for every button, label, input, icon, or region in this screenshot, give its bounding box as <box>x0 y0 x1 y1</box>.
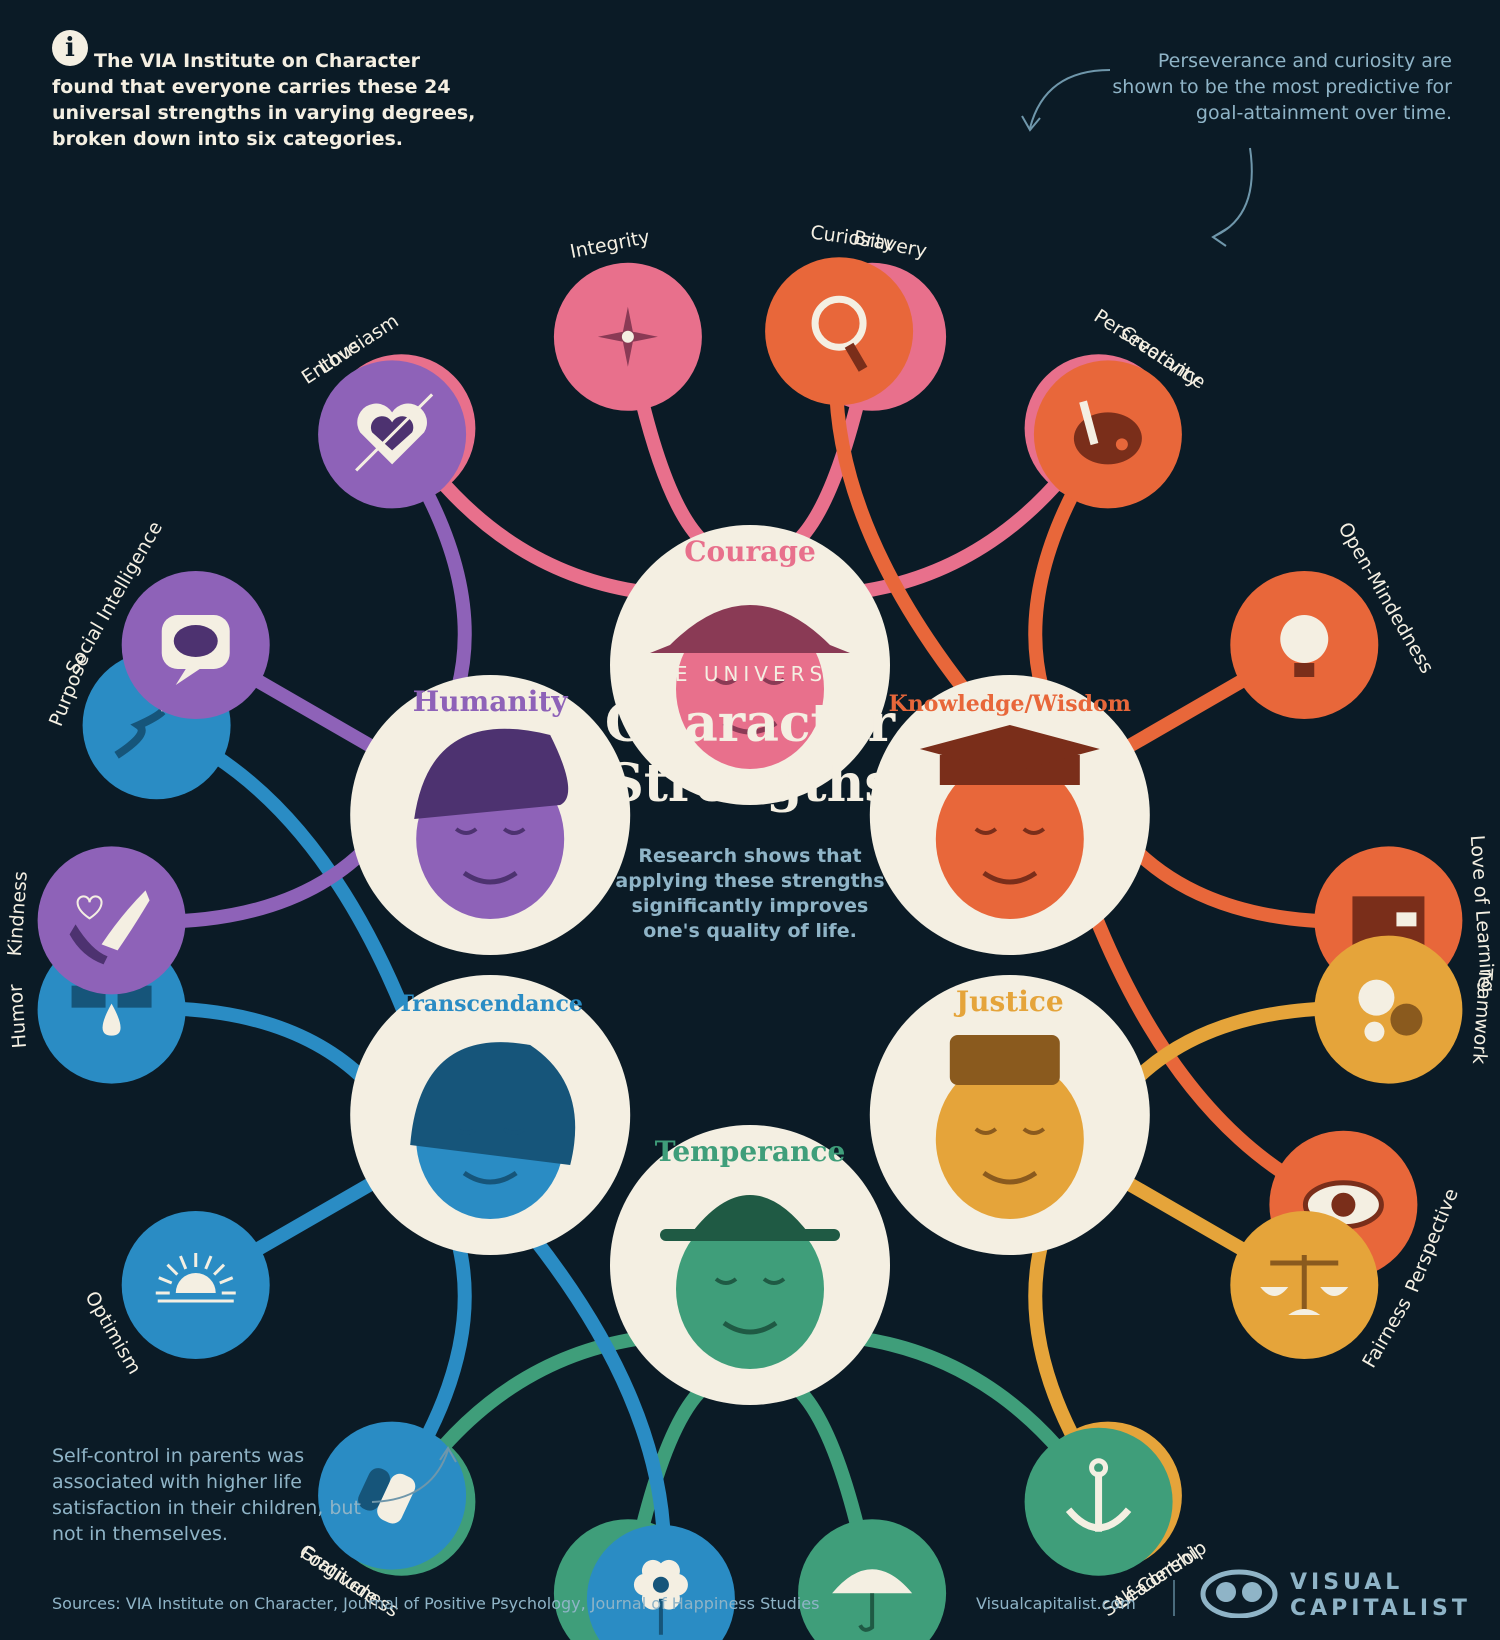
character-face-illustration <box>414 728 569 919</box>
category-hub-courage: Courage <box>610 525 890 805</box>
brand-line2: CAPITALIST <box>1290 1596 1471 1621</box>
info-icon: i <box>52 30 88 66</box>
category-hub-humanity: Humanity <box>350 675 631 955</box>
website-link[interactable]: Visualcapitalist.com <box>976 1594 1136 1613</box>
strength-label: Integrity <box>568 226 651 263</box>
brand-name: VISUAL CAPITALIST <box>1290 1570 1471 1622</box>
category-label: Courage <box>684 535 816 568</box>
strength-node-self-control: Self-Control <box>1024 1427 1203 1621</box>
strength-node-curiosity: Curiosity <box>765 221 914 406</box>
brain-bubble-icon <box>161 615 230 685</box>
character-face-illustration <box>410 1042 576 1219</box>
center-title: Character Strengths <box>560 694 940 814</box>
heart-arrow-icon <box>355 393 434 472</box>
eye-icon <box>1302 1180 1384 1230</box>
center-description: Research shows that applying these stren… <box>615 845 885 942</box>
annotation-arrow-bottom <box>371 1449 449 1503</box>
annotation-arrowhead-bottom <box>439 1446 457 1463</box>
sources: Sources: VIA Institute on Character, Jou… <box>52 1594 820 1613</box>
strength-node-optimism: Optimism <box>80 1211 270 1378</box>
anchor-icon <box>1065 1458 1132 1532</box>
lightbulb-icon <box>1280 615 1329 677</box>
strength-circle <box>765 257 914 406</box>
category-hub-knowledge-wisdom: Knowledge/Wisdom <box>869 675 1150 955</box>
category-hub-temperance: Temperance <box>610 1125 890 1405</box>
visual-capitalist-logo-icon <box>1200 1569 1278 1618</box>
annotation-arrowhead-top <box>1021 115 1041 132</box>
strength-node-teamwork: Teamwork <box>1314 935 1497 1084</box>
helping-hands-icon <box>69 890 150 965</box>
magnifier-icon <box>811 295 868 372</box>
character-face-illustration <box>660 1195 840 1369</box>
category-label: Knowledge/Wisdom <box>889 691 1131 717</box>
perseverance-note: Perseverance and curiosity are shown to … <box>1112 50 1452 124</box>
category-label: Transcendance <box>397 991 582 1017</box>
strength-label: Kindness <box>4 870 32 957</box>
strength-node-prudence: Prudence <box>798 1519 947 1640</box>
strength-label: Humor <box>5 983 31 1049</box>
strength-node-kindness: Kindness <box>4 846 186 995</box>
annotation-arrowhead-right <box>1211 227 1229 247</box>
character-face-illustration <box>935 1035 1084 1219</box>
strength-node-appreciation-of-beauty: Appreciation of Beauty <box>586 1524 735 1640</box>
character-face-illustration <box>919 725 1100 919</box>
strength-node-integrity: Integrity <box>553 226 702 411</box>
category-label: Justice <box>953 985 1064 1018</box>
umbrella-icon <box>832 1569 913 1632</box>
footer-divider <box>1173 1580 1175 1616</box>
self-control-note: Self-control in parents was associated w… <box>52 1445 361 1545</box>
category-hub-justice: Justice <box>869 975 1150 1255</box>
flower-icon <box>633 1559 688 1635</box>
strength-label: Teamwork <box>1468 966 1497 1065</box>
strength-node-creativity: Creativity <box>1033 322 1205 509</box>
center-title-line1: Character <box>604 693 896 754</box>
annotation-arrow-top <box>1029 69 1111 129</box>
brand-line1: VISUAL <box>1290 1570 1404 1595</box>
strength-circle <box>37 846 186 995</box>
center-title-line2: Strengths <box>606 753 894 814</box>
palette-icon <box>1073 400 1142 465</box>
gears-icon <box>1358 979 1423 1042</box>
character-face-illustration <box>650 605 850 769</box>
strength-label: Curiosity <box>809 221 895 254</box>
annotation-arrow-right <box>1214 147 1253 237</box>
strength-node-love: Love <box>315 335 467 509</box>
category-label: Temperance <box>655 1135 846 1168</box>
category-hub-transcendance: Transcendance <box>350 975 631 1255</box>
intro-note: The VIA Institute on Character found tha… <box>52 50 476 150</box>
strength-node-open-mindedness: Open-Mindedness <box>1230 519 1438 719</box>
compass-icon <box>597 306 658 367</box>
category-label: Humanity <box>413 685 569 718</box>
scales-icon <box>1260 1255 1349 1315</box>
sunrise-icon <box>155 1253 236 1303</box>
center-subtitle: THE UNIVERSAL <box>637 662 863 686</box>
